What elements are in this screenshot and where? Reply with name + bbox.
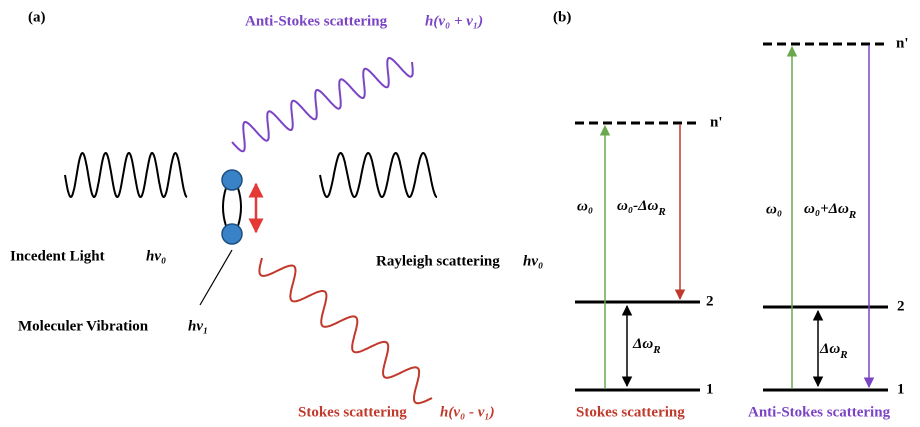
stokes-diagram [575, 121, 700, 392]
rayleigh-formula: hν₀ [523, 253, 543, 269]
panel-label: (b) [553, 9, 571, 25]
shift-label: ΔωR [819, 341, 848, 360]
wave [64, 151, 188, 199]
diagram-title: Anti-Stokes scattering [748, 404, 891, 420]
level-label: 1 [706, 381, 714, 397]
anti-stokes-diagram [763, 42, 888, 392]
molecule [199, 169, 264, 306]
incident-formula: hν₀ [146, 248, 166, 264]
level-label: n' [710, 114, 723, 130]
panel-label: (a) [28, 9, 46, 25]
waves [64, 57, 438, 405]
emission-label: ω₀+ΔωR [804, 201, 856, 220]
wave [258, 257, 433, 405]
shift-label: ΔωR [632, 336, 661, 355]
anti-stokes-formula: h(ν₀ + ν₁) [425, 13, 483, 29]
stokes-name: Stokes scattering [298, 404, 407, 420]
excitation-label: ω₀ [577, 198, 593, 214]
stokes-formula: h(ν₀ - ν₁) [440, 404, 495, 420]
level-label: n' [896, 35, 909, 51]
emission-label: ω₀-ΔωR [617, 198, 666, 217]
wave [319, 152, 438, 198]
vibration-formula: hν₁ [188, 318, 208, 334]
rayleigh-name: Rayleigh scattering [376, 253, 500, 269]
incident-name: Incedent Light [10, 248, 105, 264]
level-label: 2 [706, 293, 714, 309]
level-label: 2 [897, 298, 905, 314]
anti-stokes-name: Anti-Stokes scattering [245, 13, 388, 29]
excitation-label: ω₀ [766, 201, 782, 217]
diagram-title: Stokes scattering [576, 404, 685, 420]
vibration-name: Moleculer Vibration [18, 318, 149, 334]
level-label: 1 [897, 381, 905, 397]
wave [231, 57, 414, 153]
